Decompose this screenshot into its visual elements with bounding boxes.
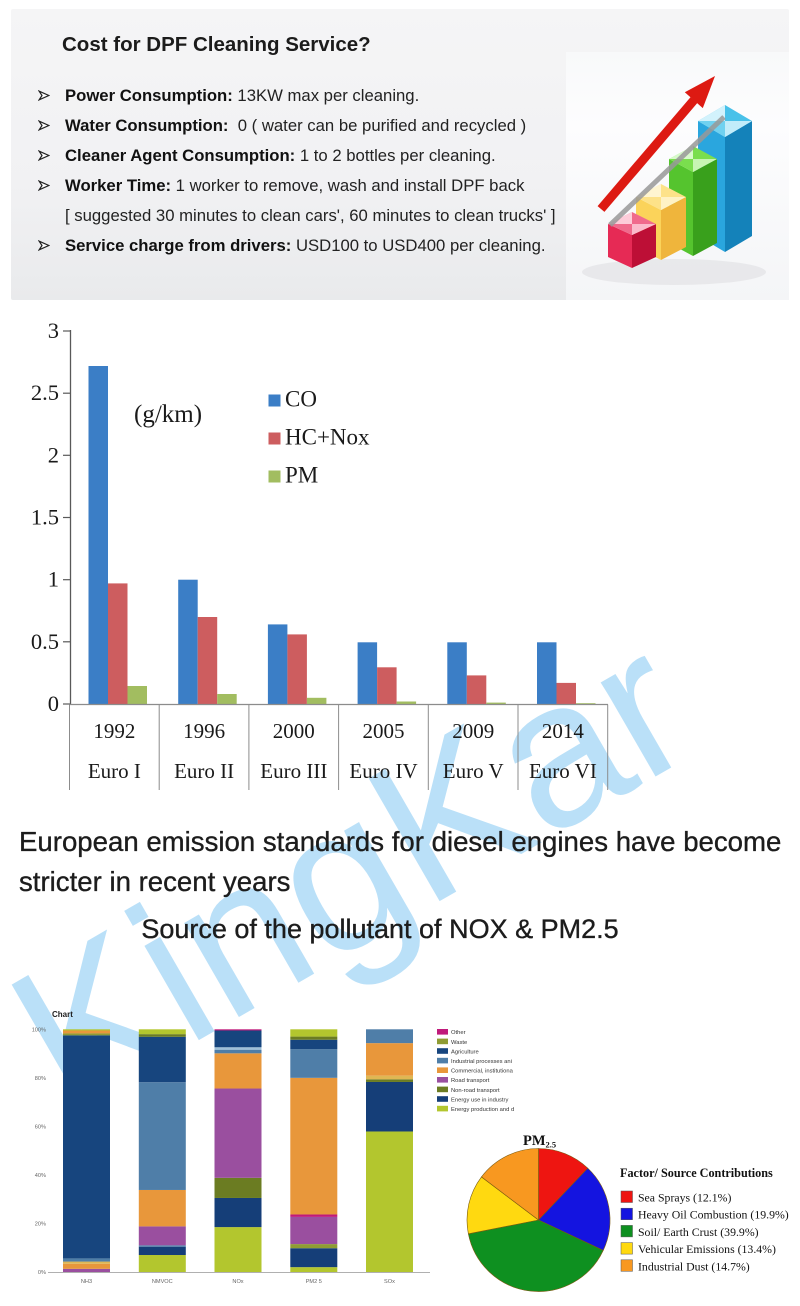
- svg-text:80%: 80%: [35, 1076, 46, 1082]
- svg-text:Factor/ Source Contributions: Factor/ Source Contributions: [620, 1166, 773, 1180]
- svg-text:SOx: SOx: [384, 1279, 395, 1285]
- svg-text:2014: 2014: [542, 719, 585, 743]
- svg-text:NMVOC: NMVOC: [152, 1279, 173, 1285]
- svg-text:2005: 2005: [363, 719, 405, 743]
- svg-text:Energy production and d: Energy production and d: [451, 1107, 514, 1113]
- svg-text:20%: 20%: [35, 1222, 46, 1228]
- svg-text:0: 0: [48, 691, 59, 716]
- svg-text:1.5: 1.5: [31, 505, 59, 530]
- svg-text:PM2.5: PM2.5: [523, 1133, 556, 1150]
- svg-text:Euro IV: Euro IV: [349, 759, 417, 783]
- svg-text:1996: 1996: [183, 719, 225, 743]
- svg-text:Sea Sprays (12.1%): Sea Sprays (12.1%): [638, 1191, 731, 1205]
- svg-text:Road transport: Road transport: [451, 1078, 490, 1084]
- svg-text:Vehicular Emissions (13.4%): Vehicular Emissions (13.4%): [638, 1242, 776, 1256]
- svg-text:Industrial Dust (14.7%): Industrial Dust (14.7%): [638, 1259, 750, 1273]
- svg-text:CO: CO: [285, 387, 317, 412]
- svg-text:3: 3: [48, 318, 59, 343]
- svg-text:PM: PM: [285, 463, 318, 488]
- svg-text:Euro VI: Euro VI: [529, 759, 597, 783]
- svg-text:0%: 0%: [38, 1270, 46, 1276]
- svg-text:Chart: Chart: [52, 1010, 73, 1019]
- svg-text:Heavy Oil Combustion (19.9%): Heavy Oil Combustion (19.9%): [638, 1208, 789, 1222]
- svg-text:Industrial processes ani: Industrial processes ani: [451, 1059, 512, 1065]
- svg-text:2.5: 2.5: [31, 380, 59, 405]
- svg-text:PM2 5: PM2 5: [306, 1279, 322, 1285]
- svg-text:Other: Other: [451, 1030, 466, 1036]
- svg-text:Euro I: Euro I: [88, 759, 141, 783]
- svg-text:Energy use in industry: Energy use in industry: [451, 1097, 508, 1103]
- svg-text:60%: 60%: [35, 1124, 46, 1130]
- svg-text:Non-road transport: Non-road transport: [451, 1088, 500, 1094]
- svg-text:100%: 100%: [32, 1027, 46, 1033]
- svg-text:Euro V: Euro V: [443, 759, 504, 783]
- svg-text:1: 1: [48, 567, 59, 592]
- svg-text:Soil/ Earth Crust (39.9%): Soil/ Earth Crust (39.9%): [638, 1225, 759, 1239]
- svg-text:(g/km): (g/km): [134, 401, 202, 428]
- svg-text:2000: 2000: [273, 719, 315, 743]
- svg-text:0.5: 0.5: [31, 629, 59, 654]
- svg-text:HC+Nox: HC+Nox: [285, 425, 370, 450]
- svg-text:Agriculture: Agriculture: [451, 1049, 479, 1055]
- svg-text:Euro II: Euro II: [174, 759, 234, 783]
- svg-text:NH3: NH3: [81, 1279, 92, 1285]
- svg-text:2: 2: [48, 442, 59, 467]
- svg-text:1992: 1992: [93, 719, 135, 743]
- svg-text:2009: 2009: [452, 719, 494, 743]
- svg-text:Commercial, institutiona: Commercial, institutiona: [451, 1069, 514, 1075]
- svg-text:Euro III: Euro III: [260, 759, 327, 783]
- svg-text:40%: 40%: [35, 1173, 46, 1179]
- svg-text:Waste: Waste: [451, 1040, 467, 1046]
- svg-text:NOx: NOx: [232, 1279, 243, 1285]
